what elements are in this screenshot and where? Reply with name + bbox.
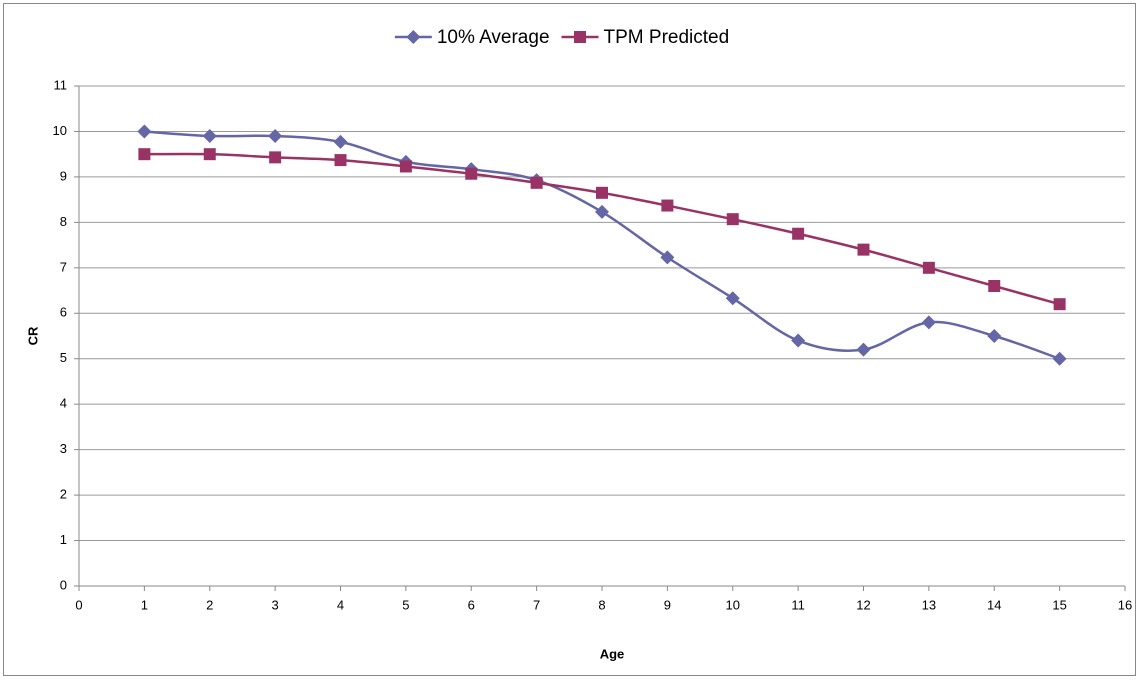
marker (596, 186, 608, 199)
x-tick-label: 14 (987, 597, 1001, 612)
y-tick-label: 10 (53, 123, 67, 138)
x-tick-label: 5 (402, 597, 409, 612)
marker (399, 160, 412, 173)
marker (574, 31, 587, 43)
x-tick-label: 8 (598, 597, 605, 612)
y-tick-label: 2 (60, 487, 67, 502)
marker (726, 213, 739, 226)
x-tick-label: 12 (856, 597, 870, 612)
x-tick-label: 0 (75, 597, 82, 612)
x-axis-label: Age (600, 646, 625, 661)
marker (269, 151, 282, 164)
y-tick-label: 7 (60, 259, 67, 274)
legend-label: 10% Average (437, 27, 550, 48)
x-tick-label: 6 (468, 597, 475, 612)
marker (856, 342, 871, 357)
x-tick-label: 1 (141, 597, 148, 612)
marker (334, 154, 347, 167)
marker (202, 129, 217, 143)
x-tick-label: 7 (533, 597, 540, 612)
marker (660, 250, 675, 265)
y-axis-label: CR (25, 326, 40, 345)
marker (791, 333, 806, 348)
y-tick-label: 8 (60, 214, 67, 229)
legend-item: TPM Predicted (561, 27, 730, 48)
marker (333, 134, 348, 149)
x-tick-label: 2 (206, 597, 213, 612)
marker (857, 243, 870, 256)
marker (1053, 298, 1066, 311)
marker (792, 227, 805, 240)
y-tick-label: 6 (60, 305, 67, 320)
marker (203, 148, 216, 161)
x-tick-label: 9 (664, 597, 671, 612)
y-tick-label: 3 (60, 441, 67, 456)
y-tick-label: 9 (60, 168, 67, 183)
marker (1052, 351, 1067, 366)
marker (725, 291, 740, 306)
marker (268, 129, 283, 143)
y-tick-label: 0 (60, 577, 67, 592)
y-tick-label: 4 (60, 396, 67, 411)
y-tick-label: 5 (60, 350, 67, 365)
marker (595, 204, 609, 219)
x-tick-label: 10 (726, 597, 740, 612)
y-tick-label: 11 (54, 77, 68, 92)
marker (465, 167, 478, 180)
x-tick-label: 3 (272, 597, 279, 612)
marker (661, 199, 674, 212)
x-tick-label: 15 (1052, 597, 1066, 612)
marker (921, 315, 936, 330)
marker (530, 176, 543, 189)
chart-border (3, 3, 1136, 676)
x-tick-label: 13 (922, 597, 936, 612)
y-tick-label: 1 (60, 532, 67, 547)
legend: 10% Average TPM Predicted (394, 27, 730, 48)
x-tick-label: 4 (337, 597, 344, 612)
marker (406, 30, 421, 44)
marker (922, 261, 935, 274)
marker (138, 148, 151, 161)
legend-label: TPM Predicted (604, 27, 730, 48)
legend-item: 10% Average (394, 27, 550, 48)
marker (988, 280, 1001, 292)
marker (137, 124, 152, 139)
x-tick-label: 16 (1118, 597, 1132, 612)
x-tick-label: 11 (791, 597, 805, 612)
marker (987, 329, 1002, 343)
